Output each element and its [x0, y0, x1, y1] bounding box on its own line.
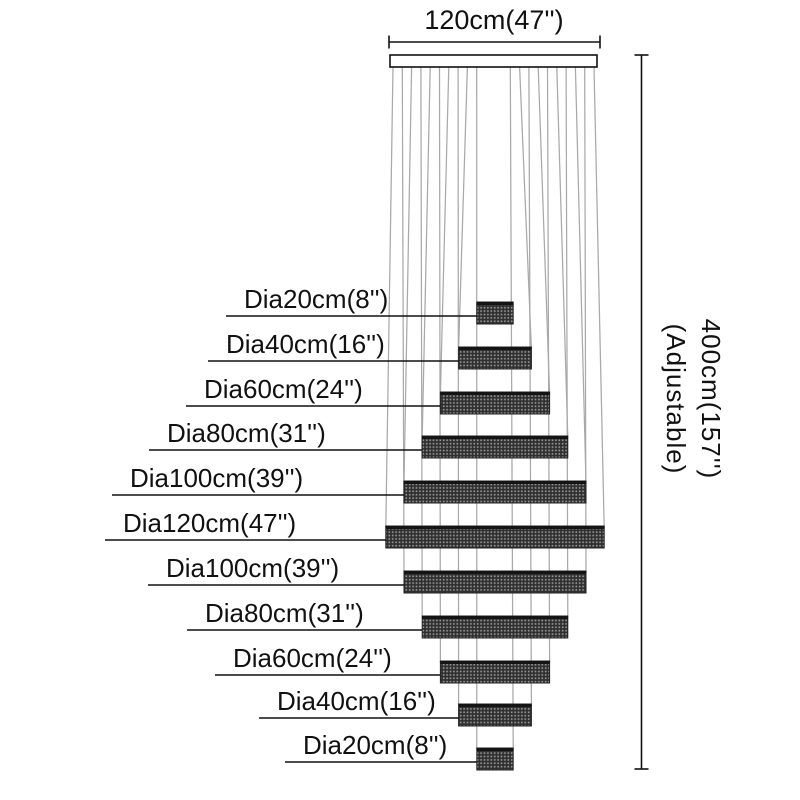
tier-top-frame: [404, 571, 586, 574]
wire: [537, 66, 551, 395]
tier-crystal-band: [439, 660, 551, 684]
wire: [457, 66, 460, 707]
leader-lines: [105, 315, 477, 763]
crystal-tier-bars: [385, 301, 605, 771]
wire: [528, 66, 533, 707]
tier-crystal-band: [421, 435, 569, 459]
tier-crystal-band: [385, 525, 605, 549]
wire: [438, 66, 442, 664]
tier-top-frame: [476, 748, 514, 751]
wire: [457, 66, 469, 350]
tier-crystal-band: [421, 615, 569, 639]
wire: [439, 66, 450, 395]
tier-bar: [403, 480, 587, 504]
tier-diameter-label: Dia40cm(16''): [277, 686, 436, 716]
side-height-dimension-label: 400cm(157'') (Adjustable): [658, 219, 728, 579]
tier-diameter-label: Dia80cm(31''): [205, 598, 364, 628]
tier-top-frame: [422, 436, 568, 439]
tier-crystal-band: [458, 346, 532, 370]
tier-bar: [421, 615, 569, 639]
wire: [385, 66, 394, 529]
tier-crystal-band: [476, 301, 514, 325]
wire: [574, 66, 587, 484]
wire: [556, 66, 569, 439]
tier-top-frame: [440, 661, 550, 664]
tier-diameter-label: Dia60cm(24''): [233, 643, 392, 673]
wire: [403, 66, 413, 484]
side-height-value: 400cm(157''): [696, 318, 726, 480]
tier-top-frame: [458, 347, 532, 350]
tier-top-frame: [404, 481, 586, 484]
tier-top-frame: [385, 526, 605, 529]
tier-bar: [385, 525, 605, 549]
tier-diameter-label: Dia100cm(39''): [130, 463, 304, 493]
tier-bar: [421, 435, 569, 459]
dimension-lines: [388, 35, 649, 770]
wire: [518, 66, 533, 350]
top-width-dimension-label: 120cm(47''): [424, 5, 564, 35]
tier-diameter-label: Dia20cm(8''): [244, 284, 389, 314]
tier-diameter-label: Dia100cm(39''): [166, 553, 340, 583]
tier-top-frame: [440, 392, 550, 395]
suspension-wires: [385, 66, 605, 751]
tier-crystal-band: [403, 570, 587, 594]
tier-bar: [476, 747, 514, 771]
tier-crystal-band: [403, 480, 587, 504]
tier-diameter-label: Dia60cm(24''): [204, 374, 363, 404]
tier-diameter-label: Dia80cm(31''): [167, 418, 326, 448]
tier-bar: [458, 346, 532, 370]
tier-bar: [458, 703, 532, 727]
tier-top-frame: [476, 302, 514, 305]
tier-diameter-label: Dia120cm(47''): [123, 508, 297, 538]
tier-crystal-band: [476, 747, 514, 771]
tier-crystal-band: [458, 703, 532, 727]
tier-diameter-label: Dia20cm(8''): [303, 730, 448, 760]
tier-bar: [403, 570, 587, 594]
tier-top-frame: [422, 616, 568, 619]
tier-crystal-band: [439, 391, 551, 415]
tier-diameter-label: Dia40cm(16''): [226, 329, 385, 359]
tier-bar: [439, 660, 551, 684]
ceiling-canopy-bar: [389, 54, 598, 68]
tier-bar: [476, 301, 514, 325]
tier-top-frame: [458, 704, 532, 707]
side-height-note: (Adjustable): [661, 323, 691, 475]
wire: [593, 66, 605, 529]
wire: [421, 66, 431, 439]
tier-bar: [439, 391, 551, 415]
